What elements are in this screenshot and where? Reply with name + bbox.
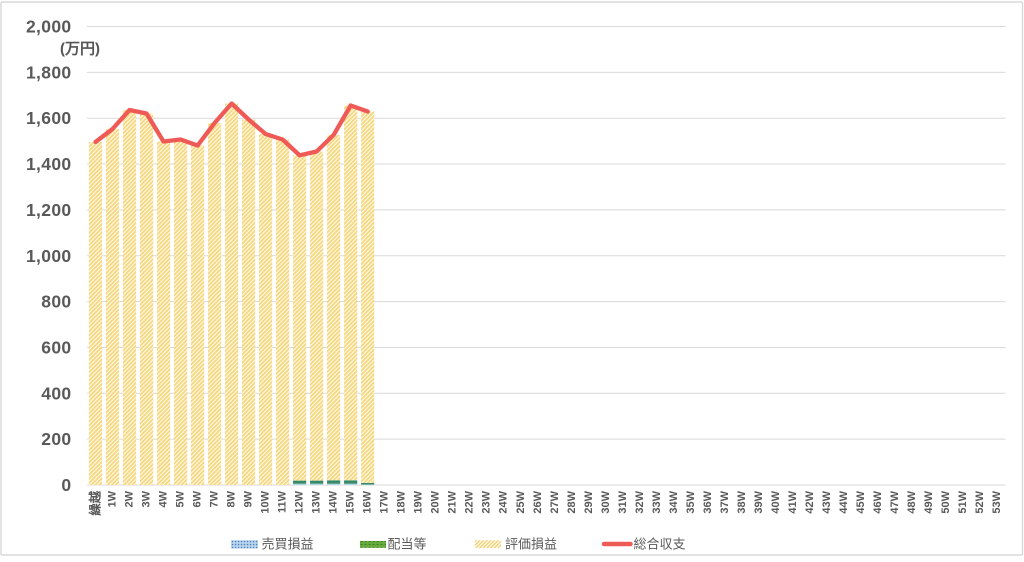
svg-text:200: 200 — [41, 429, 71, 449]
svg-text:16W: 16W — [362, 490, 374, 513]
svg-text:34W: 34W — [668, 490, 680, 513]
svg-text:繰越: 繰越 — [88, 490, 103, 515]
svg-text:39W: 39W — [753, 490, 765, 513]
svg-text:25W: 25W — [515, 490, 527, 513]
svg-text:8W: 8W — [226, 490, 238, 507]
svg-text:売買損益: 売買損益 — [262, 537, 314, 552]
svg-text:5W: 5W — [175, 490, 187, 507]
svg-text:18W: 18W — [396, 490, 408, 513]
svg-text:50W: 50W — [940, 490, 952, 513]
svg-text:800: 800 — [41, 292, 71, 312]
svg-text:11W: 11W — [277, 490, 289, 513]
svg-text:46W: 46W — [872, 490, 884, 513]
svg-text:3W: 3W — [141, 490, 153, 507]
svg-text:600: 600 — [41, 337, 71, 357]
svg-text:23W: 23W — [481, 490, 493, 513]
svg-text:48W: 48W — [906, 490, 918, 513]
svg-text:1W: 1W — [107, 490, 119, 507]
svg-text:37W: 37W — [719, 490, 731, 513]
svg-text:6W: 6W — [192, 490, 204, 507]
svg-text:51W: 51W — [957, 490, 969, 513]
svg-text:2W: 2W — [124, 490, 136, 507]
svg-text:38W: 38W — [736, 490, 748, 513]
svg-text:0: 0 — [61, 475, 71, 495]
svg-text:52W: 52W — [974, 490, 986, 513]
svg-text:(万円): (万円) — [60, 41, 100, 58]
svg-text:28W: 28W — [566, 490, 578, 513]
svg-text:24W: 24W — [498, 490, 510, 513]
svg-text:400: 400 — [41, 383, 71, 403]
svg-text:7W: 7W — [209, 490, 221, 507]
svg-text:26W: 26W — [532, 490, 544, 513]
svg-text:17W: 17W — [379, 490, 391, 513]
svg-text:1,600: 1,600 — [26, 108, 72, 128]
svg-text:1,200: 1,200 — [26, 200, 72, 220]
svg-text:19W: 19W — [413, 490, 425, 513]
svg-text:45W: 45W — [855, 490, 867, 513]
svg-text:総合収支: 総合収支 — [634, 537, 686, 552]
svg-text:47W: 47W — [889, 490, 901, 513]
svg-text:1,000: 1,000 — [26, 246, 72, 266]
svg-text:配当等: 配当等 — [388, 537, 427, 552]
svg-text:42W: 42W — [804, 490, 816, 513]
svg-text:33W: 33W — [651, 490, 663, 513]
svg-text:49W: 49W — [923, 490, 935, 513]
svg-text:4W: 4W — [158, 490, 170, 507]
svg-text:29W: 29W — [583, 490, 595, 513]
svg-text:41W: 41W — [787, 490, 799, 513]
svg-text:13W: 13W — [311, 490, 323, 513]
svg-text:32W: 32W — [634, 490, 646, 513]
svg-text:30W: 30W — [600, 490, 612, 513]
svg-text:14W: 14W — [328, 490, 340, 513]
svg-text:評価損益: 評価損益 — [505, 537, 557, 552]
svg-text:44W: 44W — [838, 490, 850, 513]
svg-text:31W: 31W — [617, 490, 629, 513]
svg-text:27W: 27W — [549, 490, 561, 513]
svg-text:12W: 12W — [294, 490, 306, 513]
svg-text:43W: 43W — [821, 490, 833, 513]
svg-text:10W: 10W — [260, 490, 272, 513]
svg-text:9W: 9W — [243, 490, 255, 507]
svg-text:15W: 15W — [345, 490, 357, 513]
svg-text:53W: 53W — [991, 490, 1003, 513]
svg-text:40W: 40W — [770, 490, 782, 513]
svg-text:36W: 36W — [702, 490, 714, 513]
svg-text:21W: 21W — [447, 490, 459, 513]
svg-text:1,800: 1,800 — [26, 62, 72, 82]
svg-text:20W: 20W — [430, 490, 442, 513]
svg-text:1,400: 1,400 — [26, 154, 72, 174]
svg-text:2,000: 2,000 — [26, 17, 72, 37]
svg-text:22W: 22W — [464, 490, 476, 513]
svg-text:35W: 35W — [685, 490, 697, 513]
